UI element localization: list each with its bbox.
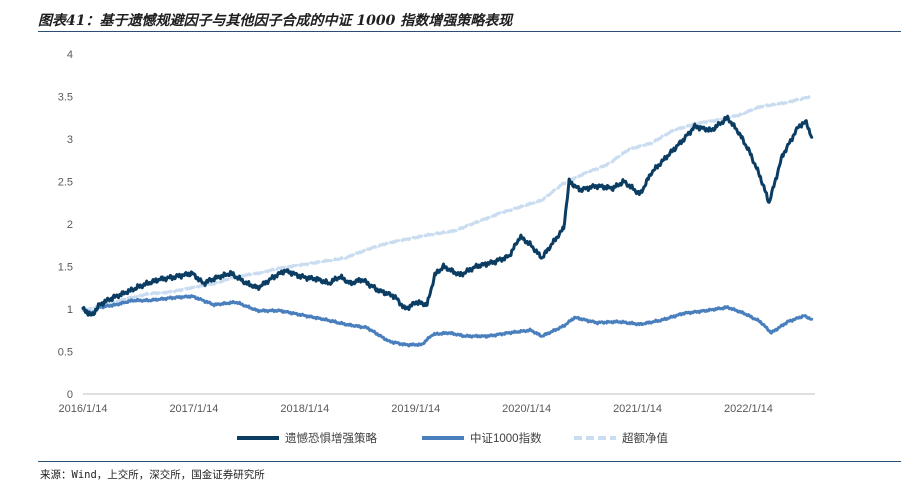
series-line-2: [81, 294, 814, 348]
x-axis: 2016/1/14 2017/1/14 2018/1/14 2019/1/14 2020…: [59, 393, 815, 415]
x-tick-label: 2016/1/14: [59, 403, 108, 415]
source-note: 来源：Wind，上交所，深交所，国金证券研究所: [40, 469, 265, 481]
x-tick-label: 2017/1/14: [169, 403, 218, 415]
x-tick-label: 2021/1/14: [613, 403, 662, 415]
x-tick-label: 2022/1/14: [724, 403, 773, 415]
chart-title: 图表41：基于遗憾规避因子与其他因子合成的中证 1000 指数增强策略表现: [38, 13, 513, 29]
y-tick-label: 2.5: [58, 177, 73, 189]
legend-label-3: 超额净值: [622, 431, 668, 445]
x-tick-label: 2020/1/14: [502, 403, 551, 415]
legend: 遗憾恐惧增强策略 中证1000指数 超额净值: [237, 431, 668, 445]
x-tick-label: 2018/1/14: [280, 403, 329, 415]
y-tick-label: 1.5: [58, 262, 73, 274]
bottom-rule: [38, 461, 901, 462]
series-layer: [81, 95, 814, 348]
y-tick-label: 2: [67, 219, 73, 231]
y-tick-label: 3: [67, 134, 73, 146]
x-tick-label: 2019/1/14: [391, 403, 440, 415]
y-tick-label: 0.5: [58, 347, 73, 359]
y-axis: 0 0.5 1 1.5 2 2.5 3 3.5 4: [58, 49, 73, 401]
y-tick-label: 3.5: [58, 92, 73, 104]
y-tick-label: 4: [67, 49, 73, 61]
top-rule: [38, 31, 901, 32]
legend-label-2: 中证1000指数: [470, 431, 542, 445]
y-tick-label: 1: [67, 304, 73, 316]
series-line-1: [81, 114, 814, 317]
legend-label-1: 遗憾恐惧增强策略: [285, 431, 377, 445]
y-tick-label: 0: [67, 389, 73, 401]
